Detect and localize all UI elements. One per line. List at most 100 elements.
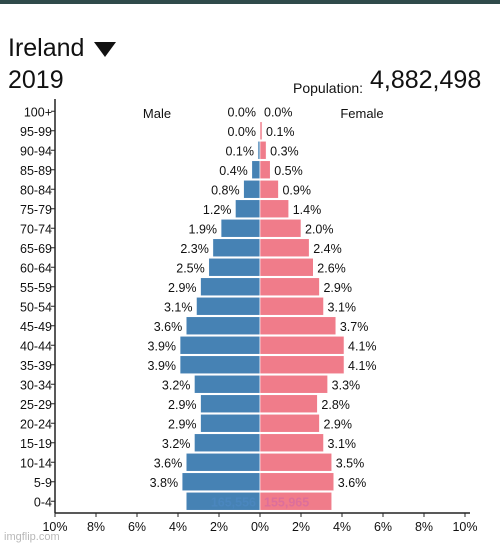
male-bar [200, 394, 261, 414]
female-bar [259, 394, 318, 414]
female-bar [259, 218, 302, 238]
x-tick-label: 6% [374, 520, 392, 534]
female-data-label: 1.4% [293, 203, 322, 217]
male-data-label: 2.5% [176, 261, 205, 275]
male-data-label: 3.1% [164, 300, 193, 314]
female-data-label: 2.0% [305, 222, 334, 236]
x-tick-label: 4% [169, 520, 187, 534]
male-bar [181, 472, 261, 492]
x-tick-label: 0% [251, 520, 269, 534]
male-data-label: 3.6% [154, 456, 183, 470]
population-value: 4,882,498 [370, 66, 482, 94]
male-bar [257, 140, 261, 160]
male-data-label: 3.9% [148, 359, 177, 373]
female-data-label: 3.7% [340, 320, 369, 334]
x-tick-label: 2% [292, 520, 310, 534]
x-tick-label: 8% [415, 520, 433, 534]
female-bar [259, 277, 320, 297]
female-data-label: 2.8% [321, 398, 350, 412]
y-tick-label: 80-84 [20, 183, 52, 197]
female-bar [259, 121, 263, 141]
female-data-label: 0.3% [270, 144, 299, 158]
female-bar [259, 413, 320, 433]
female-data-label: 2.9% [323, 281, 352, 295]
male-bar [200, 277, 261, 297]
male-data-label: 3.8% [150, 476, 179, 490]
male-data-label: 0.0% [228, 125, 257, 139]
x-tick-label: 10% [42, 520, 67, 534]
female-bar [259, 374, 328, 394]
female-bar [259, 316, 337, 336]
male-bar [208, 257, 261, 277]
dropdown-caret-icon[interactable] [94, 41, 117, 57]
x-tick-label: 2% [210, 520, 228, 534]
male-bar [194, 433, 261, 453]
y-tick-label: 5-9 [34, 476, 52, 490]
female-data-label: 0.1% [266, 125, 295, 139]
legend-male: Male [143, 106, 171, 121]
female-bar [259, 452, 333, 472]
male-bar [212, 238, 261, 258]
y-tick-label: 100+ [24, 105, 52, 119]
legend-female: Female [340, 106, 383, 121]
female-bar [259, 335, 345, 355]
y-tick-label: 35-39 [20, 359, 52, 373]
y-tick-label: 45-49 [20, 320, 52, 334]
y-tick-label: 10-14 [20, 456, 52, 470]
male-data-label: 0.8% [211, 183, 240, 197]
male-data-label: 3.6% [154, 320, 183, 334]
female-data-label: 3.3% [332, 378, 361, 392]
male-data-label: 2.9% [168, 417, 197, 431]
watermark: imgflip.com [4, 531, 60, 543]
male-bar [220, 218, 261, 238]
female-bar [259, 160, 271, 180]
male-total-label: 165,556 [211, 495, 256, 509]
y-tick-label: 30-34 [20, 378, 52, 392]
male-data-label: 2.9% [168, 281, 197, 295]
male-bar [196, 296, 261, 316]
male-data-label: 1.2% [203, 203, 232, 217]
x-tick-label: 4% [333, 520, 351, 534]
male-bar [179, 335, 261, 355]
male-data-label: 1.9% [189, 222, 218, 236]
male-bar [179, 355, 261, 375]
country-name: Ireland [8, 33, 85, 62]
female-data-label: 0.9% [282, 183, 311, 197]
female-bar [259, 179, 279, 199]
male-bar [235, 199, 261, 219]
y-tick-label: 75-79 [20, 203, 52, 217]
y-tick-label: 60-64 [20, 261, 52, 275]
top-bar [0, 0, 500, 4]
y-tick-label: 85-89 [20, 164, 52, 178]
y-tick-label: 65-69 [20, 242, 52, 256]
y-tick-label: 70-74 [20, 222, 52, 236]
population-label: Population: [293, 80, 364, 96]
female-bar [259, 472, 335, 492]
female-bar [259, 140, 267, 160]
male-data-label: 2.9% [168, 398, 197, 412]
female-data-label: 3.1% [328, 437, 357, 451]
male-bar [243, 179, 261, 199]
female-bar [259, 296, 324, 316]
y-tick-label: 0-4 [34, 495, 52, 509]
female-data-label: 2.6% [317, 261, 346, 275]
female-total-label: 155,965 [264, 495, 309, 509]
year-label: 2019 [8, 66, 64, 94]
female-data-label: 0.0% [264, 105, 293, 119]
male-data-label: 3.2% [162, 437, 191, 451]
y-tick-label: 15-19 [20, 437, 52, 451]
female-bar [259, 199, 290, 219]
country-dropdown[interactable]: Ireland [8, 33, 117, 63]
male-data-label: 3.2% [162, 378, 191, 392]
female-data-label: 3.1% [328, 300, 357, 314]
male-data-label: 0.4% [219, 164, 248, 178]
male-bar [251, 160, 261, 180]
male-data-label: 2.3% [180, 242, 209, 256]
male-bar [185, 452, 261, 472]
female-data-label: 0.5% [274, 164, 303, 178]
female-bar [259, 355, 345, 375]
male-bar [185, 316, 261, 336]
female-bar [259, 238, 310, 258]
female-data-label: 3.5% [336, 456, 365, 470]
x-tick-label: 6% [128, 520, 146, 534]
